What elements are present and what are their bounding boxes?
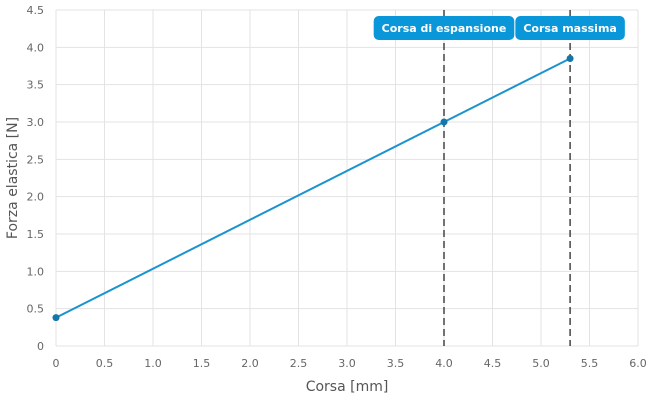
x-tick-label: 2.5 — [290, 357, 308, 370]
series-layer — [52, 55, 574, 322]
x-tick-label: 4.0 — [435, 357, 453, 370]
y-tick-label: 1.0 — [27, 265, 45, 278]
x-tick-label: 0 — [53, 357, 60, 370]
annotation-label-bg — [515, 16, 625, 40]
x-tick-label: 5.5 — [581, 357, 599, 370]
annotation-lines — [443, 10, 571, 346]
data-point — [566, 55, 574, 63]
annotation-labels: Corsa di espansione Corsa massima — [373, 16, 625, 40]
x-tick-label: 1.5 — [193, 357, 211, 370]
x-tick-label: 4.5 — [484, 357, 502, 370]
y-tick-label: 4.5 — [27, 4, 45, 17]
x-tick-label: 1.0 — [144, 357, 162, 370]
data-point — [440, 118, 448, 126]
x-tick-label: 3.5 — [387, 357, 405, 370]
x-tick-label: 6.0 — [629, 357, 647, 370]
x-tick-label: 0.5 — [96, 357, 114, 370]
x-axis-title: Corsa [mm] — [306, 379, 389, 395]
y-axis-ticks: 0 0.5 1.0 1.5 2.0 2.5 3.0 3.5 4.0 4.5 — [27, 4, 45, 353]
y-tick-label: 3.0 — [27, 116, 45, 129]
data-point — [52, 314, 60, 322]
y-tick-label: 0 — [37, 340, 44, 353]
x-axis-ticks: 0 0.5 1.0 1.5 2.0 2.5 3.0 3.5 4.0 4.5 5.0 5.5 6.0 — [53, 357, 647, 370]
annotation-label-bg — [373, 16, 515, 40]
y-tick-label: 2.0 — [27, 191, 45, 204]
y-tick-label: 3.5 — [27, 79, 45, 92]
y-tick-label: 1.5 — [27, 228, 45, 241]
y-axis-title: Forza elastica [N] — [5, 117, 21, 239]
grid-lines — [55, 9, 639, 347]
annotation-label: Corsa massima — [523, 22, 617, 35]
y-tick-label: 2.5 — [27, 153, 45, 166]
x-tick-label: 2.0 — [241, 357, 259, 370]
annotation-label: Corsa di espansione — [382, 22, 507, 35]
y-tick-label: 4.0 — [27, 41, 45, 54]
y-tick-label: 0.5 — [27, 303, 45, 316]
x-tick-label: 3.0 — [338, 357, 356, 370]
x-tick-label: 5.0 — [532, 357, 550, 370]
